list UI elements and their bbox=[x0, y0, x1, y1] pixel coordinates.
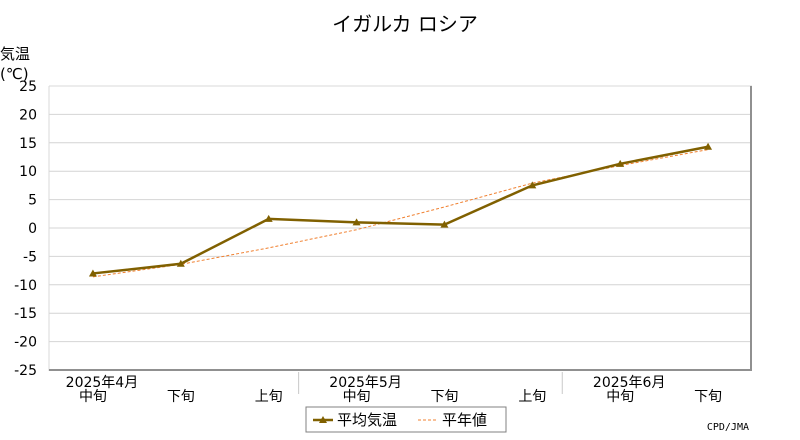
data-point-mean bbox=[616, 159, 625, 167]
y-axis-label: 気温 bbox=[0, 45, 30, 63]
legend-label-mean: 平均気温 bbox=[337, 411, 397, 429]
x-tick-label: 中旬 bbox=[79, 389, 107, 405]
y-tick-label: 15 bbox=[19, 136, 37, 152]
data-point-mean bbox=[528, 181, 537, 189]
y-tick-label: -15 bbox=[14, 306, 37, 322]
data-point-mean bbox=[88, 269, 97, 277]
credit-text: CPD/JMA bbox=[707, 422, 749, 433]
series-line-mean bbox=[92, 145, 709, 275]
y-tick-label: 5 bbox=[28, 193, 37, 209]
y-tick-label: 25 bbox=[19, 79, 37, 95]
y-tick-label: -25 bbox=[14, 363, 37, 379]
legend: 平均気温 平年値 bbox=[305, 406, 507, 433]
grid bbox=[49, 113, 752, 343]
series bbox=[88, 142, 713, 278]
x-tick-label: 上旬 bbox=[255, 389, 283, 405]
y-axis-unit: (℃) bbox=[0, 65, 29, 83]
y-tick-label: 10 bbox=[19, 164, 37, 180]
x-tick-label: 下旬 bbox=[430, 389, 458, 405]
data-point-mean bbox=[264, 214, 273, 222]
data-point-mean bbox=[440, 220, 449, 228]
y-axis-ticks: 25 20 15 10 5 0 -5 -10 -15 -20 -25 bbox=[14, 79, 37, 379]
data-point-mean bbox=[352, 218, 361, 226]
y-tick-label: 20 bbox=[19, 107, 37, 123]
x-tick-label: 中旬 bbox=[343, 389, 371, 405]
data-point-mean bbox=[704, 142, 713, 150]
data-point-mean bbox=[176, 259, 185, 267]
y-tick-label: -10 bbox=[14, 278, 37, 294]
x-month-label: 2025年5月 bbox=[329, 375, 402, 391]
y-tick-label: 0 bbox=[28, 221, 37, 237]
legend-box bbox=[305, 406, 507, 433]
y-tick-label: -5 bbox=[23, 249, 37, 265]
x-month-label: 2025年4月 bbox=[66, 375, 139, 391]
x-tick-label: 上旬 bbox=[518, 389, 546, 405]
chart-title: イガルカ ロシア bbox=[332, 12, 478, 36]
x-tick-label: 下旬 bbox=[694, 389, 722, 405]
y-tick-label: -20 bbox=[14, 335, 37, 351]
legend-marker-mean bbox=[319, 416, 327, 423]
legend-label-normal: 平年値 bbox=[442, 411, 487, 429]
x-axis-ticks: 中旬 下旬 上旬 中旬 下旬 上旬 中旬 下旬 2025年4月 2025年5月 2025年6月 bbox=[66, 372, 722, 405]
x-tick-label: 中旬 bbox=[606, 389, 634, 405]
x-tick-label: 下旬 bbox=[167, 389, 195, 405]
x-month-label: 2025年6月 bbox=[593, 375, 666, 391]
